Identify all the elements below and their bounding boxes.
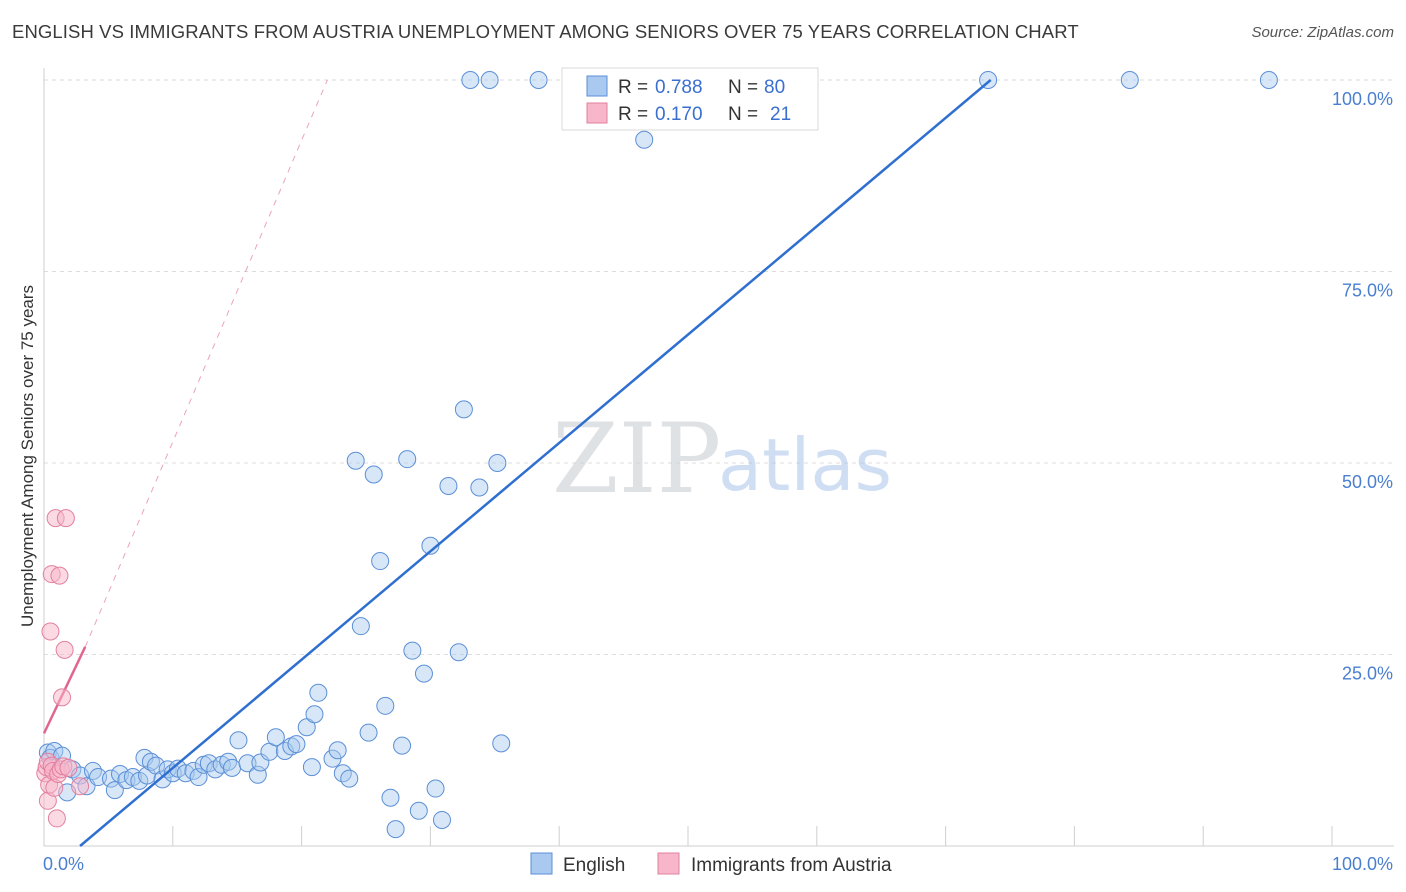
watermark-zip: ZIP bbox=[552, 403, 721, 515]
english-point bbox=[398, 450, 417, 469]
english-point bbox=[492, 734, 511, 753]
y-tick-label: 75.0% bbox=[1342, 281, 1393, 301]
english-point bbox=[1259, 71, 1278, 89]
english-point bbox=[470, 478, 489, 497]
austria-point bbox=[53, 688, 72, 707]
english-point bbox=[287, 735, 306, 754]
legend-english-r-label: R = bbox=[618, 77, 648, 98]
english-point bbox=[529, 71, 548, 89]
english-point bbox=[386, 820, 405, 839]
x-tick-label-max: 100.0% bbox=[1332, 854, 1393, 874]
austria-point bbox=[56, 509, 75, 528]
english-point bbox=[351, 617, 370, 636]
legend-swatch-english bbox=[586, 75, 608, 97]
bottom-legend-swatch-austria bbox=[657, 852, 680, 875]
english-point bbox=[480, 71, 499, 89]
watermark-atlas: atlas bbox=[718, 423, 892, 507]
english-point bbox=[381, 788, 400, 807]
english-point bbox=[346, 451, 365, 470]
gridlines bbox=[44, 79, 1394, 655]
legend-austria-n: 21 bbox=[770, 104, 791, 125]
austria-trendline bbox=[42, 79, 328, 734]
austria-point bbox=[50, 566, 69, 585]
english-point bbox=[238, 754, 257, 773]
english-point bbox=[488, 454, 507, 472]
english-point bbox=[223, 758, 242, 777]
legend-english-r: 0.788 bbox=[655, 77, 703, 98]
legend-austria-r: 0.170 bbox=[655, 104, 703, 125]
english-point bbox=[454, 400, 473, 419]
english-point bbox=[275, 742, 294, 761]
bottom-legend-english: English bbox=[563, 855, 625, 876]
y-axis-label: Unemployment Among Seniors over 75 years bbox=[18, 285, 37, 627]
austria-trendline-dashed bbox=[84, 79, 328, 648]
y-tick-label: 100.0% bbox=[1332, 89, 1393, 109]
english-point bbox=[461, 71, 480, 89]
english-point bbox=[371, 552, 390, 571]
english-point bbox=[153, 770, 172, 789]
austria-point bbox=[47, 809, 66, 828]
english-point bbox=[414, 664, 433, 683]
english-point bbox=[376, 696, 395, 715]
english-point bbox=[305, 705, 324, 724]
english-point bbox=[309, 683, 328, 702]
bottom-legend: English Immigrants from Austria bbox=[530, 852, 892, 876]
english-point bbox=[89, 768, 108, 787]
english-point bbox=[393, 736, 412, 755]
legend-austria-n-label: N = bbox=[728, 104, 758, 125]
english-point bbox=[1120, 71, 1139, 89]
top-legend: R = 0.788 N = 80 R = 0.170 N = 21 bbox=[561, 67, 819, 131]
english-point bbox=[101, 769, 120, 788]
x-tick-label-min: 0.0% bbox=[43, 854, 84, 874]
english-point bbox=[105, 781, 124, 800]
austria-point bbox=[55, 640, 74, 659]
chart-source: Source: ZipAtlas.com bbox=[1251, 24, 1394, 41]
y-tick-label: 50.0% bbox=[1342, 472, 1393, 492]
english-point bbox=[449, 643, 468, 662]
bottom-legend-austria: Immigrants from Austria bbox=[691, 855, 892, 876]
austria-point bbox=[71, 777, 90, 796]
english-point bbox=[432, 810, 451, 829]
english-trendline-line bbox=[79, 79, 992, 847]
austria-point bbox=[41, 622, 60, 641]
english-point bbox=[266, 728, 285, 747]
english-point bbox=[359, 723, 378, 742]
english-point bbox=[340, 769, 359, 788]
english-point bbox=[635, 130, 654, 149]
legend-austria-r-label: R = bbox=[618, 104, 648, 125]
y-tick-labels: 25.0% 50.0% 75.0% 100.0% bbox=[1332, 89, 1393, 684]
english-point bbox=[323, 749, 342, 768]
english-point bbox=[328, 741, 347, 760]
english-point bbox=[426, 779, 445, 798]
english-point bbox=[439, 476, 458, 495]
english-point bbox=[302, 758, 321, 777]
legend-english-n-label: N = bbox=[728, 77, 758, 98]
legend-swatch-austria bbox=[586, 102, 608, 124]
bottom-legend-swatch-english bbox=[530, 852, 553, 875]
legend-english-n: 80 bbox=[764, 77, 785, 98]
chart-title: ENGLISH VS IMMIGRANTS FROM AUSTRIA UNEMP… bbox=[12, 21, 1079, 42]
english-point bbox=[229, 731, 248, 750]
english-point bbox=[403, 641, 422, 660]
english-points bbox=[38, 71, 1278, 839]
austria-point bbox=[59, 758, 78, 777]
y-tick-label: 25.0% bbox=[1342, 664, 1393, 684]
english-point bbox=[409, 801, 428, 820]
english-trendline bbox=[79, 79, 992, 847]
austria-points bbox=[36, 509, 90, 828]
english-point bbox=[138, 766, 157, 785]
axes bbox=[43, 68, 1394, 847]
english-point bbox=[364, 465, 383, 484]
